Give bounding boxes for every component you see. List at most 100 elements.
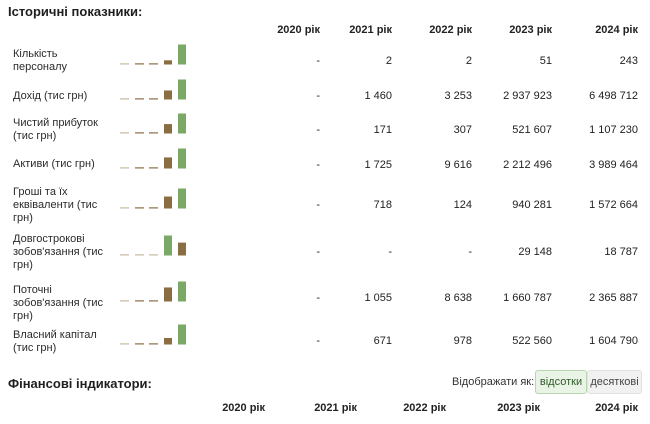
sparkline-bar [149, 167, 158, 169]
year-header-2: 2021 рік [314, 402, 357, 414]
sparkline-bar [149, 207, 158, 209]
sparkline-chart [120, 324, 186, 345]
sparkline-bar [120, 207, 129, 209]
display-as-label: Відображати як: [452, 376, 535, 388]
decimal-toggle-button[interactable]: десяткові [587, 370, 642, 394]
sparkline-bar [164, 287, 172, 302]
sparkline-bar [164, 337, 172, 345]
year-header-4: 2023 рік [509, 24, 552, 36]
table-cell: 1 460 [364, 90, 392, 102]
table-cell: 29 148 [518, 246, 552, 258]
sparkline-bar [120, 343, 129, 345]
sparkline-bar [120, 98, 129, 100]
sparkline-bar [120, 254, 129, 256]
sparkline-bar [178, 113, 186, 134]
sparkline-bar [135, 167, 144, 169]
table-cell: 1 107 230 [589, 124, 638, 136]
sparkline-bar [135, 98, 144, 100]
year-header-3: 2022 рік [403, 402, 446, 414]
table-cell: 3 989 464 [589, 159, 638, 171]
sparkline-bar [135, 207, 144, 209]
sparkline-bar [120, 132, 129, 134]
table-cell: 521 607 [512, 124, 552, 136]
table-cell: - [316, 335, 320, 347]
table-cell: 1 725 [364, 159, 392, 171]
table-cell: 307 [453, 124, 472, 136]
year-header-2: 2021 рік [349, 24, 392, 36]
table-cell: 51 [539, 55, 552, 67]
sparkline-bar [178, 281, 186, 302]
table-cell: - [316, 159, 320, 171]
sparkline-chart [120, 113, 186, 134]
row-label: Дохід (тис грн) [13, 90, 88, 102]
sparkline-bar [164, 157, 172, 169]
sparkline-bar [149, 300, 158, 302]
percent-toggle-button[interactable]: відсотки [535, 370, 587, 394]
sparkline-bar [164, 60, 172, 65]
table-cell: 522 560 [512, 335, 552, 347]
table-cell: 2 [465, 55, 472, 67]
sparkline-bar [164, 196, 172, 209]
row-label: Кількість персоналу [13, 48, 68, 73]
sparkline-chart [120, 188, 186, 209]
sparkline-bar [120, 300, 129, 302]
row-label: Чистий прибуток (тис грн) [13, 117, 98, 142]
year-header-3: 2022 рік [429, 24, 472, 36]
sparkline-bar [164, 90, 172, 100]
sparkline-chart [120, 148, 186, 169]
table-cell: 2 [385, 55, 392, 67]
sparkline-bar [178, 148, 186, 169]
historical-section-title: Історичні показники: [8, 4, 143, 19]
year-header-4: 2023 рік [497, 402, 540, 414]
table-cell: 718 [373, 199, 392, 211]
sparkline-bar [149, 343, 158, 345]
table-cell: 1 572 664 [589, 199, 638, 211]
table-cell: 1 055 [364, 292, 392, 304]
table-cell: 978 [453, 335, 472, 347]
table-cell: 671 [373, 335, 392, 347]
table-cell: 2 937 923 [503, 90, 552, 102]
sparkline-bar [164, 235, 172, 256]
table-cell: - [388, 246, 392, 258]
sparkline-bar [120, 167, 129, 169]
table-cell: - [316, 292, 320, 304]
table-cell: - [316, 90, 320, 102]
sparkline-bar [164, 124, 172, 134]
year-header-1: 2020 рік [222, 402, 265, 414]
sparkline-bar [178, 242, 186, 256]
sparkline-chart [120, 44, 186, 65]
row-label: Гроші та їх еквіваленти (тис грн) [13, 186, 98, 224]
sparkline-chart [120, 79, 186, 100]
row-label: Довгострокові зобов'язання (тис грн) [13, 233, 104, 271]
table-cell: 940 281 [512, 199, 552, 211]
row-label: Поточні зобов'язання (тис грн) [13, 284, 104, 322]
table-cell: - [316, 199, 320, 211]
sparkline-bar [178, 79, 186, 100]
sparkline-bar [178, 44, 186, 65]
sparkline-bar [120, 63, 129, 65]
table-cell: 124 [453, 199, 472, 211]
sparkline-bar [149, 132, 158, 134]
table-cell: - [468, 246, 472, 258]
year-header-1: 2020 рік [277, 24, 320, 36]
sparkline-bar [149, 254, 158, 256]
financial-section-title: Фінансові індикатори: [8, 376, 152, 391]
year-header-5: 2024 рік [595, 24, 638, 36]
sparkline-bar [135, 343, 144, 345]
sparkline-bar [135, 254, 144, 256]
sparkline-chart [120, 235, 186, 256]
table-cell: - [316, 124, 320, 136]
sparkline-chart [120, 281, 186, 302]
table-cell: 2 365 887 [589, 292, 638, 304]
sparkline-bar [135, 300, 144, 302]
table-cell: 2 212 496 [503, 159, 552, 171]
sparkline-bar [135, 63, 144, 65]
table-cell: 6 498 712 [589, 90, 638, 102]
table-cell: - [316, 55, 320, 67]
row-label: Активи (тис грн) [13, 158, 95, 170]
table-cell: 18 787 [604, 246, 638, 258]
table-cell: 171 [373, 124, 392, 136]
sparkline-bar [135, 132, 144, 134]
table-cell: 8 638 [444, 292, 472, 304]
table-cell: 3 253 [444, 90, 472, 102]
